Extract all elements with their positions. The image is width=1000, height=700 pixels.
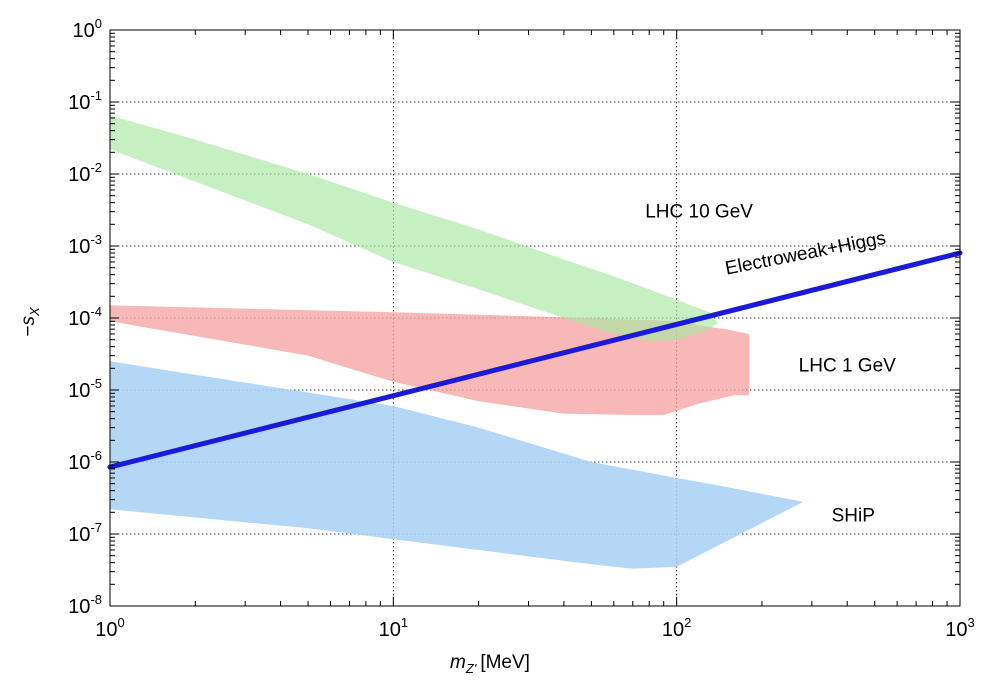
y-tick-label: 100 xyxy=(73,16,102,42)
x-tick-labels: 100 101 102 103 xyxy=(95,615,974,641)
y-tick-label: 10-2 xyxy=(68,160,102,186)
y-tick-label: 10-1 xyxy=(68,88,102,114)
region-lhc-1-gev xyxy=(110,305,749,415)
region-ship xyxy=(110,361,804,569)
series-lines xyxy=(107,250,963,470)
y-tick-label: 10-6 xyxy=(68,448,102,474)
plot-frame xyxy=(109,29,961,607)
x-tick-label: 102 xyxy=(662,615,691,641)
y-tick-labels: 100 10-1 10-2 10-3 10-4 10-5 10-6 10-7 10-8 xyxy=(68,16,102,618)
x-tick-label: 101 xyxy=(379,615,408,641)
x-tick-label: 100 xyxy=(95,615,124,641)
regions xyxy=(110,115,804,569)
y-tick-label: 10-7 xyxy=(68,520,102,546)
annotation-lhc-10-gev: LHC 10 GeV xyxy=(645,201,753,222)
x-axis-label: mZ' [MeV] xyxy=(450,652,530,676)
y-axis-label: −sX xyxy=(18,306,42,337)
annotation-ship: SHiP xyxy=(832,505,875,526)
annotation-lhc-1-gev: LHC 1 GeV xyxy=(799,356,896,377)
y-tick-label: 10-5 xyxy=(68,376,102,402)
y-tick-label: 10-3 xyxy=(68,232,102,258)
region-lhc-10-gev xyxy=(110,115,719,341)
series-line-electroweak-higgs xyxy=(107,250,963,470)
y-tick-label: 10-4 xyxy=(68,304,102,330)
x-tick-label: 103 xyxy=(945,615,974,641)
y-tick-label: 10-8 xyxy=(68,592,102,618)
